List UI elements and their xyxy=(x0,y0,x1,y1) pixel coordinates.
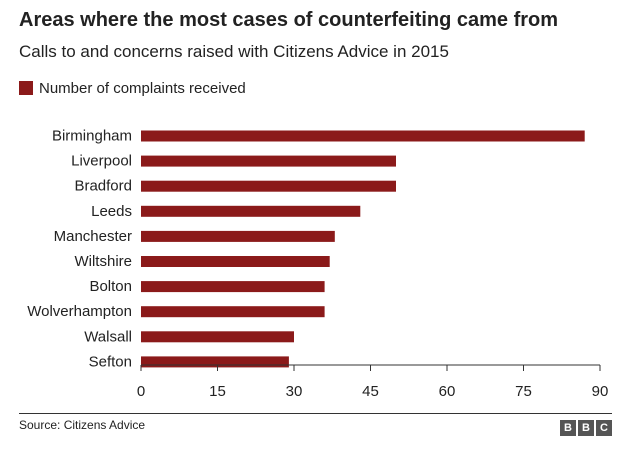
x-tick-label: 60 xyxy=(439,383,456,400)
category-label: Walsall xyxy=(84,328,132,345)
category-label: Birmingham xyxy=(52,128,132,145)
legend-swatch xyxy=(19,81,33,95)
bar xyxy=(141,281,325,293)
x-tick-label: 0 xyxy=(137,383,145,400)
category-label: Manchester xyxy=(54,228,132,245)
bbc-logo: B B C xyxy=(560,420,612,436)
bar xyxy=(141,230,335,242)
bar xyxy=(141,356,289,368)
bar xyxy=(141,155,396,167)
bar xyxy=(141,306,325,318)
bar xyxy=(141,331,294,343)
chart-title: Areas where the most cases of counterfei… xyxy=(19,9,559,31)
legend: Number of complaints received xyxy=(19,79,246,97)
x-tick-label: 30 xyxy=(286,383,303,400)
bar xyxy=(141,130,585,142)
footer-rule xyxy=(19,413,612,414)
category-label: Leeds xyxy=(91,203,132,220)
bar xyxy=(141,180,396,192)
bar xyxy=(141,256,330,267)
bbc-logo-letter: B xyxy=(578,420,594,436)
category-label: Wiltshire xyxy=(74,253,132,270)
x-tick-label: 75 xyxy=(515,383,532,400)
bbc-logo-letter: C xyxy=(596,420,612,436)
category-label: Bolton xyxy=(89,278,132,295)
category-label: Wolverhampton xyxy=(27,303,132,320)
bar xyxy=(141,205,361,217)
x-tick-label: 45 xyxy=(362,383,379,400)
category-label: Bradford xyxy=(74,178,132,195)
chart-subtitle: Calls to and concerns raised with Citize… xyxy=(19,42,449,61)
source-note: Source: Citizens Advice xyxy=(19,418,146,432)
category-label: Sefton xyxy=(89,353,132,370)
category-label: Liverpool xyxy=(71,153,132,170)
x-tick-label: 15 xyxy=(209,383,226,400)
bbc-logo-letter: B xyxy=(560,420,576,436)
x-tick-label: 90 xyxy=(592,383,609,400)
legend-label: Number of complaints received xyxy=(39,79,246,97)
